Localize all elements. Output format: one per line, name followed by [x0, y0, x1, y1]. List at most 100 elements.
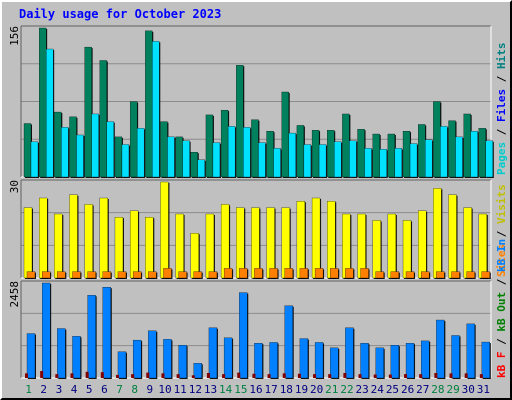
files-bar [197, 159, 205, 178]
hits-bar [205, 114, 214, 178]
kbin-bar [178, 344, 187, 379]
sites-bar [132, 271, 142, 279]
day-label: 15 [234, 383, 247, 396]
sites-bar [481, 271, 490, 279]
files-bar [303, 144, 312, 178]
day-label: 27 [416, 383, 429, 396]
max-label: 30 [8, 180, 21, 193]
files-bar [106, 121, 114, 178]
hits-bar [478, 128, 486, 178]
day-label: 13 [204, 383, 217, 396]
kbin-bar [148, 330, 157, 379]
kbin-bar [223, 337, 233, 379]
sites-bar [451, 271, 460, 279]
kbin-bar [87, 295, 96, 379]
sites-bar [436, 271, 445, 279]
visits-bar [281, 207, 290, 279]
sites-bar [330, 268, 339, 279]
visits-bar [372, 220, 381, 279]
hits-bar [357, 129, 365, 178]
kbin-bar [375, 347, 384, 379]
visits-bar [402, 220, 412, 279]
chart-title: Daily usage for October 2023 [19, 7, 222, 21]
hits-bar [175, 136, 183, 178]
kbf-bar [297, 373, 301, 378]
files-bar [46, 48, 54, 178]
hits-bar [281, 91, 289, 178]
day-label: 7 [116, 383, 123, 396]
day-label: 23 [356, 383, 369, 396]
sites-bar [87, 271, 96, 279]
hits-bar [266, 131, 274, 178]
kbin-bar [208, 327, 218, 379]
kbin-bar [405, 343, 415, 379]
kbf-bar [404, 374, 408, 378]
kbf-bar [343, 372, 347, 378]
files-bar [30, 141, 39, 178]
hits-bar [220, 109, 229, 178]
day-label: 18 [280, 383, 293, 396]
files-bar [288, 132, 296, 178]
hits-bar [145, 30, 153, 178]
files-bar [182, 140, 190, 178]
kbf-bar [206, 372, 210, 378]
kbf-bar [449, 373, 453, 378]
files-bar [364, 148, 372, 178]
files-bar [455, 136, 463, 178]
kbf-bar [358, 374, 362, 378]
kbf-bar [479, 374, 483, 378]
hits-bar [448, 120, 456, 178]
hits-bar [418, 124, 426, 178]
kbin-bar [269, 342, 278, 379]
kbin-bar [466, 323, 475, 379]
kbf-bar [419, 374, 423, 378]
hits-bar [114, 136, 123, 178]
visits-bar [296, 201, 306, 279]
hits-bar [311, 130, 320, 178]
visits-bar [433, 188, 442, 279]
kbf-bar [85, 371, 89, 378]
hits-bar [23, 123, 32, 178]
visits-bar [236, 207, 245, 279]
legend-text: Pages / Files / Hits [495, 43, 508, 176]
hits-bar [342, 113, 350, 178]
kbin-bar [436, 319, 445, 379]
kbin-bar [299, 338, 309, 379]
kbf-bar [70, 373, 74, 378]
hits-bar [84, 46, 92, 178]
day-label: 8 [131, 383, 138, 396]
day-label: 2 [40, 383, 47, 396]
day-label: 17 [265, 383, 278, 396]
kbf-bar [176, 374, 180, 378]
legend-text: kB F / kB Out / kB In [495, 239, 508, 378]
files-bar [425, 139, 433, 178]
sites-bar [148, 271, 157, 279]
day-label: 1 [25, 383, 32, 396]
visits-bar [23, 207, 33, 279]
visits-bar [129, 210, 139, 279]
files-bar [61, 127, 69, 178]
kbin-bar [360, 343, 369, 379]
visits-bar [463, 207, 472, 279]
day-label: 5 [86, 383, 93, 396]
visits-bar [175, 213, 184, 279]
kbf-bar [328, 374, 332, 378]
kbf-bar [373, 374, 377, 378]
visits-bar [387, 213, 397, 279]
sites-bar [117, 271, 127, 279]
hits-bar [463, 113, 471, 178]
sites-bar [314, 268, 324, 279]
visits-bar [205, 213, 215, 279]
kbf-bar [25, 373, 28, 378]
kbf-bar [40, 371, 44, 378]
max-label: 156 [8, 26, 21, 46]
sites-bar [390, 271, 400, 279]
kbf-bar [434, 372, 438, 378]
hits-bar [39, 27, 47, 178]
sites-bar [345, 268, 354, 279]
files-bar [212, 142, 221, 178]
day-label: 4 [71, 383, 78, 396]
hits-bar [327, 130, 335, 178]
day-label: 6 [101, 383, 108, 396]
kbf-bar [100, 372, 104, 378]
